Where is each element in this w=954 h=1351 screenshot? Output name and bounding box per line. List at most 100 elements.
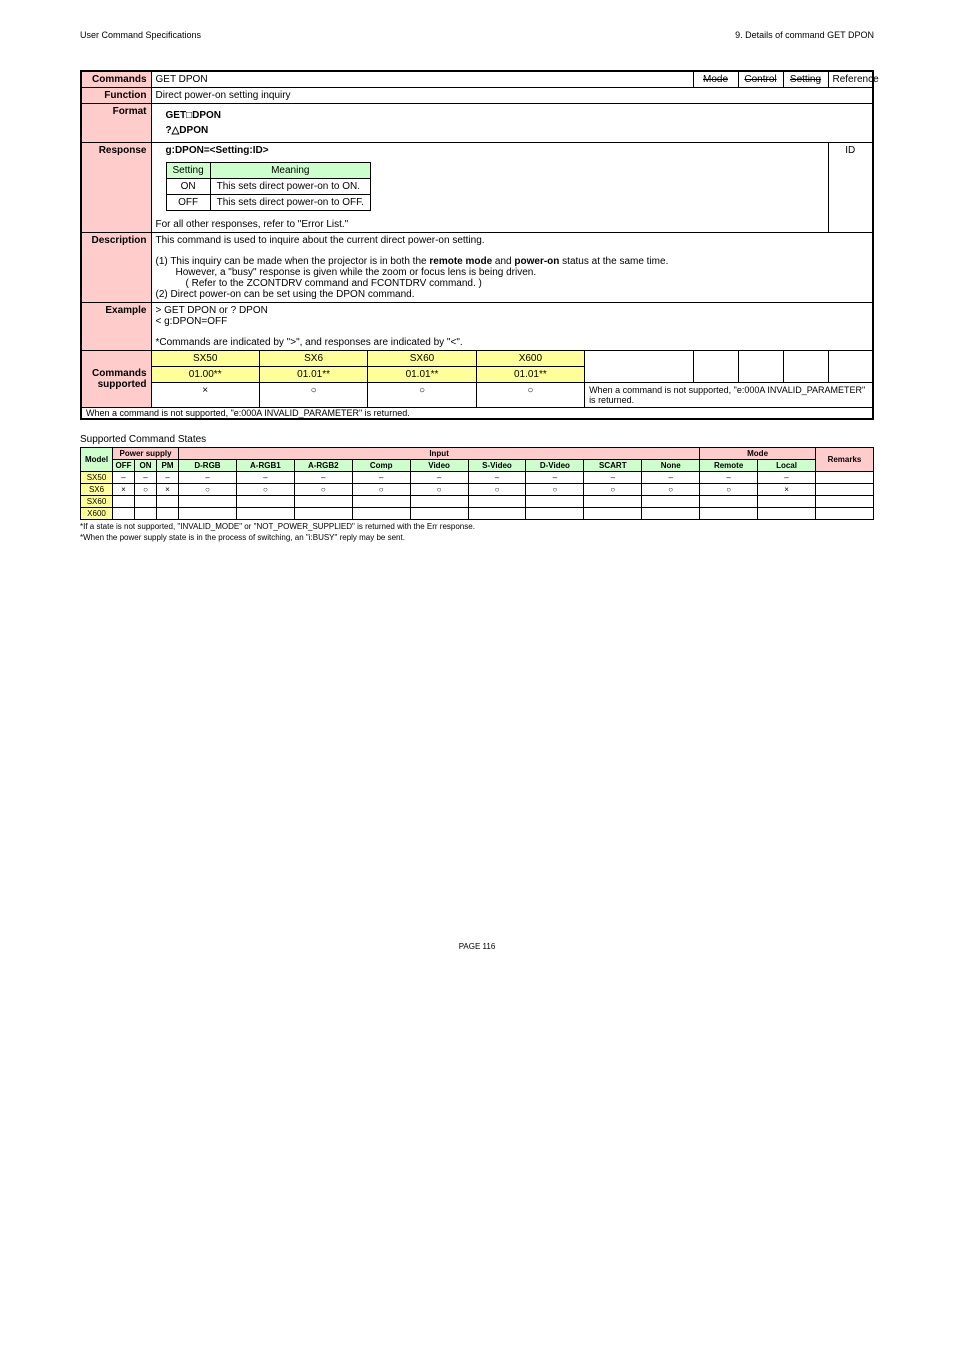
states-cell: ○	[410, 484, 468, 496]
resp-h1: Setting	[166, 163, 210, 179]
desc2: (1) This inquiry can be made when the pr…	[156, 256, 869, 267]
st-h-svideo: S-Video	[468, 460, 526, 472]
format-content: GET□DPON ?△DPON	[151, 104, 873, 143]
csl2: supported	[98, 379, 147, 390]
desc2d: power-on	[514, 256, 559, 267]
states-cell	[642, 508, 700, 520]
states-cell	[157, 508, 179, 520]
st-h-local: Local	[758, 460, 816, 472]
ex2: < g:DPON=OFF	[156, 316, 869, 327]
tag-setting: Setting	[783, 71, 828, 88]
ex3: *Commands are indicated by ">", and resp…	[156, 337, 869, 348]
desc1: This command is used to inquire about th…	[156, 235, 869, 246]
states-cell	[700, 508, 758, 520]
st-h-pm: PM	[157, 460, 179, 472]
states-cell: ○	[179, 484, 237, 496]
states-cell	[526, 496, 584, 508]
cs-h2: SX60	[368, 351, 476, 367]
desc2c: and	[492, 256, 514, 267]
states-cell	[815, 496, 873, 508]
cs-v0: 01.00**	[151, 367, 259, 383]
cs-h1: SX6	[259, 351, 367, 367]
resp-r2c1: OFF	[166, 195, 210, 211]
st-h-mode: Mode	[700, 448, 816, 460]
states-cell: –	[179, 472, 237, 484]
states-cell: –	[410, 472, 468, 484]
tag-mode: Mode	[693, 71, 738, 88]
states-cell: –	[526, 472, 584, 484]
states-cell: –	[352, 472, 410, 484]
format-line2: ?△DPON	[156, 125, 869, 140]
command-spec-table: Commands GET DPON Mode Control Setting R…	[80, 70, 874, 420]
st-h-input: Input	[179, 448, 700, 460]
states-cell: ○	[526, 484, 584, 496]
states-cell	[294, 508, 352, 520]
resp-r1c1: ON	[166, 179, 210, 195]
states-cell: –	[157, 472, 179, 484]
cs-blank	[693, 351, 738, 383]
st-h-remarks: Remarks	[815, 448, 873, 472]
st-h-remote: Remote	[700, 460, 758, 472]
cs-s3: ○	[476, 383, 584, 408]
states-cell	[758, 496, 816, 508]
cs-s0: ×	[151, 383, 259, 408]
description-content: This command is used to inquire about th…	[151, 233, 873, 303]
states-cell: ○	[584, 484, 642, 496]
st-h-dvideo: D-Video	[526, 460, 584, 472]
states-cell	[642, 496, 700, 508]
states-cell: –	[113, 472, 135, 484]
cs-v2: 01.01**	[368, 367, 476, 383]
function-text: Direct power-on setting inquiry	[151, 88, 873, 104]
states-cell: ○	[135, 484, 157, 496]
states-row-model: X600	[81, 508, 113, 520]
states-cell	[113, 508, 135, 520]
st-h-drgb: D-RGB	[179, 460, 237, 472]
states-cell	[113, 496, 135, 508]
format-label: Format	[81, 104, 151, 143]
cs-blank	[738, 351, 783, 383]
states-cell: –	[758, 472, 816, 484]
cs-h0: SX50	[151, 351, 259, 367]
states-cell: –	[236, 472, 294, 484]
states-cell: ○	[294, 484, 352, 496]
cs-blank	[828, 351, 873, 383]
cs-footer: When a command is not supported, "e:000A…	[585, 383, 873, 408]
states-cell	[236, 508, 294, 520]
states-cell	[135, 508, 157, 520]
response-label: Response	[81, 143, 151, 233]
st-h-model: Model	[81, 448, 113, 472]
states-cell: –	[700, 472, 758, 484]
tag-control: Control	[738, 71, 783, 88]
cs-blank	[585, 351, 693, 383]
cs-s2: ○	[368, 383, 476, 408]
states-cell: ×	[157, 484, 179, 496]
id-label: ID	[828, 143, 873, 233]
states-cell	[700, 496, 758, 508]
desc2a: (1) This inquiry can be made when the pr…	[156, 256, 430, 267]
description-label: Description	[81, 233, 151, 303]
desc2e: status at the same time.	[559, 256, 668, 267]
page-number: PAGE 116	[80, 942, 874, 951]
cmds-supported-label: Commands supported	[81, 351, 151, 408]
cs-s1: ○	[259, 383, 367, 408]
desc5: (2) Direct power-on can be set using the…	[156, 289, 869, 300]
st-h-comp: Comp	[352, 460, 410, 472]
states-cell	[179, 496, 237, 508]
header-left: User Command Specifications	[80, 30, 201, 40]
states-cell	[815, 484, 873, 496]
states-row-model: SX60	[81, 496, 113, 508]
states-cell: –	[584, 472, 642, 484]
states-title: Supported Command States	[80, 434, 874, 445]
response-header: g:DPON=<Setting:ID>	[156, 145, 824, 156]
states-cell	[758, 508, 816, 520]
states-cell	[584, 496, 642, 508]
cs-footer-full: When a command is not supported, "e:000A…	[81, 408, 873, 420]
desc3: However, a "busy" response is given whil…	[156, 267, 869, 278]
states-row-model: SX50	[81, 472, 113, 484]
states-cell: ○	[236, 484, 294, 496]
command-title: GET DPON	[151, 71, 693, 88]
states-cell	[179, 508, 237, 520]
states-cell	[468, 508, 526, 520]
resp-r2c2: This sets direct power-on to OFF.	[210, 195, 370, 211]
states-cell	[352, 508, 410, 520]
